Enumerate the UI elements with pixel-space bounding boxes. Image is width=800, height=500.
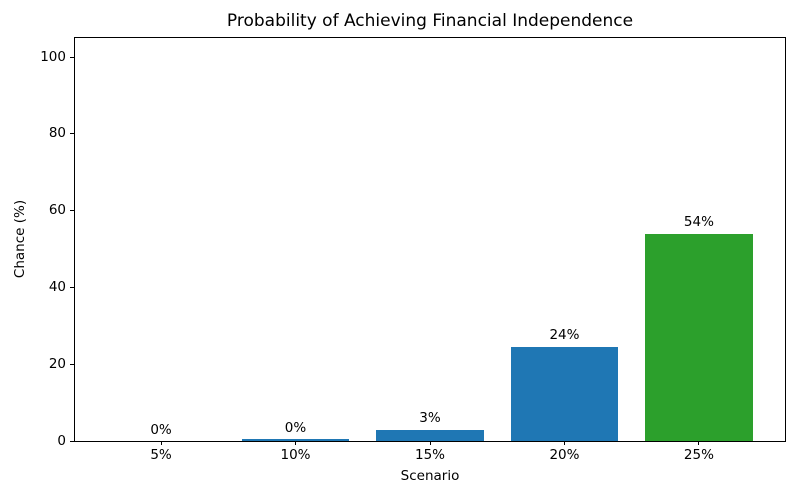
bar <box>645 233 753 441</box>
y-tick-label: 60 <box>48 202 66 219</box>
y-tick-label: 20 <box>48 355 66 372</box>
x-tick-label: 20% <box>549 447 580 463</box>
x-tick-label: 25% <box>683 447 714 463</box>
y-axis-tick <box>70 363 74 365</box>
bar-value-label: 54% <box>683 214 714 231</box>
x-axis-tick <box>563 441 565 445</box>
bar <box>376 429 484 441</box>
y-axis-tick <box>70 210 74 212</box>
x-tick-label: 10% <box>280 447 311 463</box>
y-tick-label: 40 <box>48 278 66 295</box>
y-axis-tick <box>70 56 74 58</box>
bar <box>510 346 619 441</box>
bar <box>241 439 350 441</box>
x-axis-label: Scenario <box>400 468 460 484</box>
x-axis-tick <box>160 441 162 445</box>
bar-value-label: 0% <box>150 421 172 438</box>
bar-value-label: 0% <box>284 419 307 436</box>
x-axis-tick <box>429 441 431 445</box>
y-axis-tick <box>70 440 74 442</box>
plot-area: 0 20 40 60 80 100 0% 5% 0% 10% 3% 15% 24% 20% 54% 25% <box>40 37 786 462</box>
bar-value-label: 24% <box>549 327 580 344</box>
chart-title: Probability of Achieving Financial Indep… <box>226 11 634 31</box>
x-axis-tick <box>698 441 700 445</box>
y-tick-label: 80 <box>48 125 66 142</box>
y-tick-label: 0 <box>57 432 66 449</box>
y-axis-tick <box>70 133 74 135</box>
y-axis-tick <box>70 286 74 288</box>
y-axis-label: Chance (%) <box>12 199 28 279</box>
x-axis-tick <box>295 441 297 445</box>
bar-value-label: 3% <box>419 410 441 426</box>
y-tick-label: 100 <box>40 48 66 65</box>
x-tick-label: 5% <box>150 447 172 463</box>
x-tick-label: 15% <box>414 447 446 463</box>
